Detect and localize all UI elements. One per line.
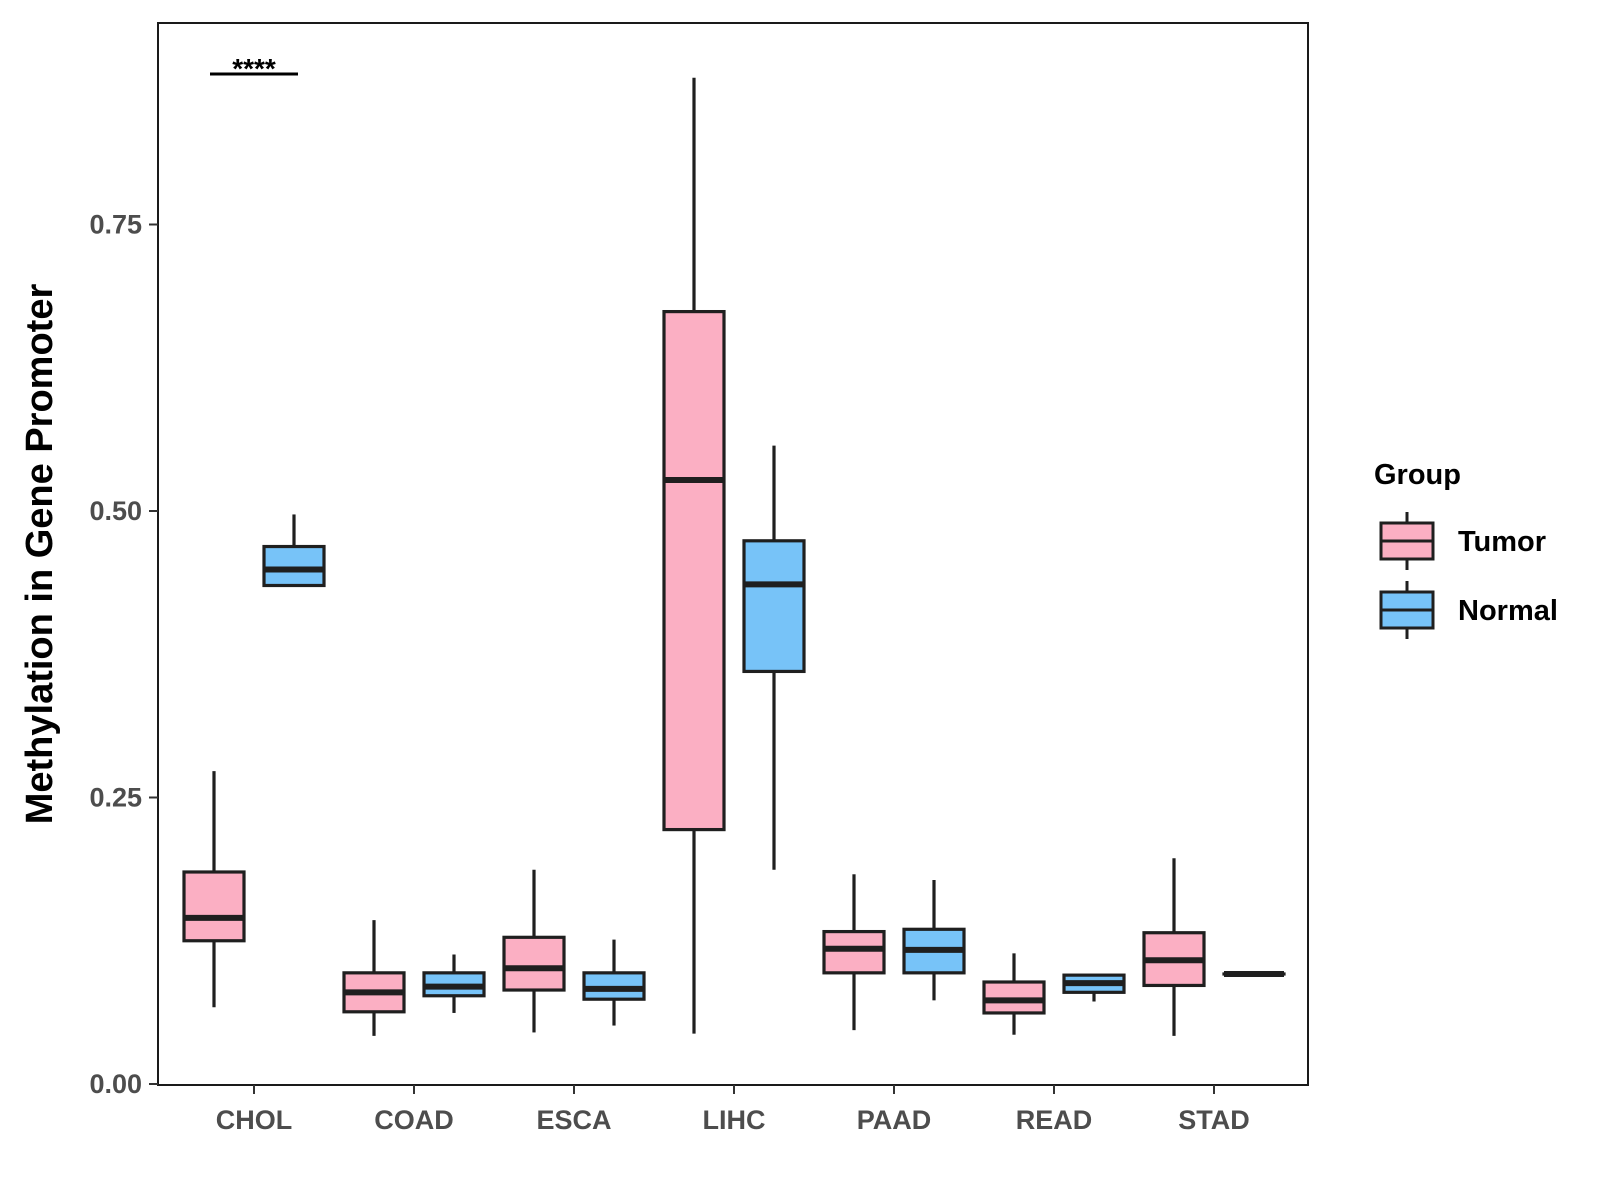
plot-panel [157,22,1309,1086]
iqr-box [182,870,246,943]
x-axis: CHOL COAD ESCA LIHC PAAD READ STAD [216,1085,1250,1135]
iqr-box [262,544,326,588]
boxes-layer [182,77,1286,1036]
box-tumor-chol [182,771,246,1008]
legend-key-tumor [1379,512,1435,570]
box-tumor-stad [1142,858,1206,1036]
y-axis: 0.00 0.25 0.50 0.75 [89,210,158,1099]
box-normal-esca [582,939,646,1026]
x-tick-label-lihc: LIHC [703,1105,766,1135]
legend: Group Tumor Normal [1374,459,1558,639]
y-tick-label: 0.75 [89,210,142,240]
box-normal-paad [902,880,966,1001]
y-axis-title: Methylation in Gene Promoter [19,284,61,825]
box-tumor-esca [502,869,566,1033]
annotations-layer: **** [210,53,298,84]
box-tumor-paad [822,874,886,1031]
box-tumor-read [982,953,1046,1035]
box-normal-chol [262,514,326,588]
legend-label-normal: Normal [1458,595,1558,627]
y-tick-label: 0.00 [89,1069,142,1099]
box-normal-coad [422,954,486,1013]
y-tick-label: 0.50 [89,496,142,526]
iqr-box [742,539,806,674]
box-normal-read [1062,973,1126,1002]
x-tick-label-esca: ESCA [536,1105,611,1135]
x-tick-label-read: READ [1016,1105,1093,1135]
x-tick-label-stad: STAD [1178,1105,1250,1135]
iqr-box [662,309,726,832]
box-normal-lihc [742,445,806,870]
legend-title: Group [1374,459,1461,491]
x-tick-label-paad: PAAD [857,1105,932,1135]
box-tumor-lihc [662,77,726,1034]
x-tick-label-chol: CHOL [216,1105,293,1135]
significance-label: **** [232,53,276,84]
iqr-box [502,935,566,992]
y-tick-label: 0.25 [89,783,142,813]
iqr-box [822,929,886,975]
box-tumor-coad [342,920,406,1036]
legend-key-normal [1379,581,1435,639]
x-tick-label-coad: COAD [374,1105,454,1135]
legend-label-tumor: Tumor [1458,526,1546,558]
